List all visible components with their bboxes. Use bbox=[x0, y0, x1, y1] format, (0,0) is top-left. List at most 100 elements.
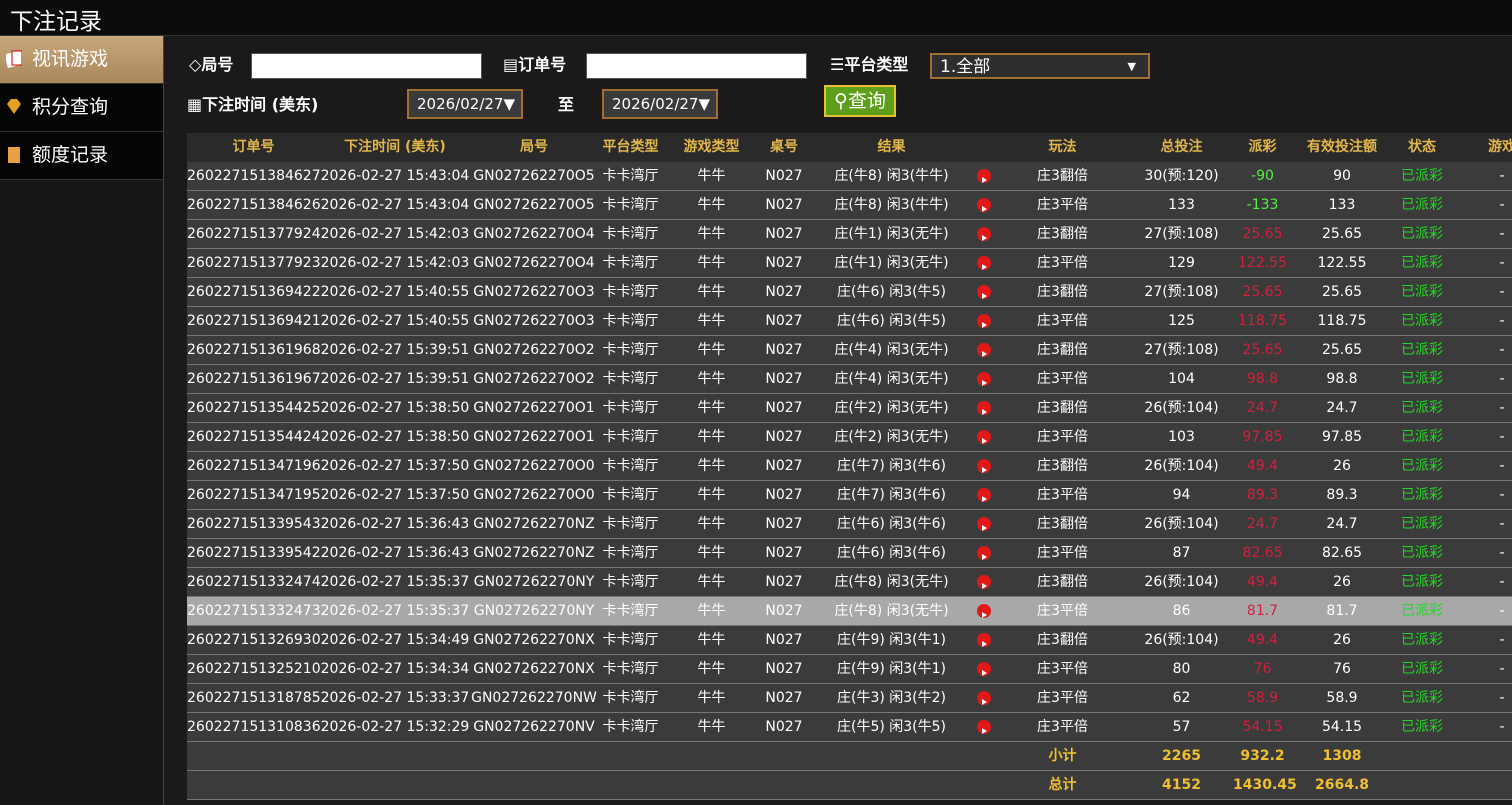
nav-label: 积分查询 bbox=[32, 96, 109, 118]
cell: 58.9 bbox=[1246, 690, 1279, 706]
cell: GN027262270NV bbox=[473, 719, 595, 735]
cell: 已派彩 bbox=[1401, 429, 1443, 445]
cell: 260227151310836 bbox=[187, 719, 321, 735]
table-row: 260227151332473 2026-02-27 15:35:37 GN0272… bbox=[187, 597, 1512, 626]
platform-select[interactable]: 1.全部 ▼ bbox=[930, 53, 1150, 79]
cell: 260227151339543 bbox=[187, 516, 321, 532]
cell: 庄3平倍 bbox=[1037, 603, 1088, 619]
cell: 133 bbox=[1328, 197, 1356, 213]
play-icon bbox=[977, 633, 991, 647]
cell: 庄3翻倍 bbox=[1037, 168, 1088, 184]
cell: 牛牛 bbox=[697, 632, 726, 648]
cell: - bbox=[1499, 371, 1505, 387]
cell: GN027262270NX bbox=[473, 661, 595, 677]
table-row: 260227151347196 2026-02-27 15:37:50 GN0272… bbox=[187, 452, 1512, 481]
cell: 卡卡湾厅 bbox=[602, 342, 659, 358]
play-glyph bbox=[982, 264, 987, 270]
column-header: 订单号 bbox=[232, 139, 275, 155]
cell: 卡卡湾厅 bbox=[602, 313, 659, 329]
cell: 牛牛 bbox=[697, 226, 726, 242]
table-row: 260227151339542 2026-02-27 15:36:43 GN0272… bbox=[187, 539, 1512, 568]
cell: 牛牛 bbox=[697, 371, 726, 387]
cell: 牛牛 bbox=[697, 487, 726, 503]
label: ☰平台类型 bbox=[830, 55, 909, 74]
cell: - bbox=[1499, 342, 1505, 358]
cell: 牛牛 bbox=[697, 690, 726, 706]
table-row: 260227151347195 2026-02-27 15:37:50 GN0272… bbox=[187, 481, 1512, 510]
cell: 260227151384627 bbox=[187, 168, 321, 184]
cell: 牛牛 bbox=[697, 313, 726, 329]
play-icon bbox=[977, 517, 991, 531]
cell: 260227151354424 bbox=[187, 429, 321, 445]
column-header: 游戏类型 bbox=[683, 139, 740, 155]
summary-cell: 932.2 bbox=[1240, 748, 1285, 764]
nav-item[interactable]: 额度记录 bbox=[0, 132, 163, 180]
cell: 2026-02-27 15:34:49 bbox=[320, 632, 470, 648]
cell: 庄(牛3) 闲3(牛2) bbox=[836, 690, 947, 706]
cell: 庄(牛1) 闲3(无牛) bbox=[834, 226, 949, 242]
cell: N027 bbox=[765, 400, 803, 416]
cell: N027 bbox=[765, 284, 803, 300]
cell: 76 bbox=[1333, 661, 1351, 677]
summary-cell: 总计 bbox=[1048, 777, 1077, 793]
cell: - bbox=[1499, 516, 1505, 532]
date-to[interactable]: 2026/02/27▼ bbox=[602, 89, 718, 119]
cell: 26(预:104) bbox=[1144, 574, 1219, 590]
search-button[interactable]: ⚲查询 bbox=[824, 85, 896, 117]
cell: 98.8 bbox=[1326, 371, 1358, 387]
date-text: 2026/02/27 bbox=[417, 95, 504, 113]
cell: 90 bbox=[1333, 168, 1351, 184]
cell: 已派彩 bbox=[1401, 690, 1443, 706]
play-glyph bbox=[982, 583, 987, 589]
date-from[interactable]: 2026/02/27▼ bbox=[407, 89, 523, 119]
cell: 庄3平倍 bbox=[1037, 545, 1088, 561]
label: 至 bbox=[558, 95, 575, 114]
table-row: 260227151332474 2026-02-27 15:35:37 GN0272… bbox=[187, 568, 1512, 597]
cell: 已派彩 bbox=[1401, 719, 1443, 735]
cell: - bbox=[1499, 284, 1505, 300]
cell: 庄3平倍 bbox=[1037, 661, 1088, 677]
cell: N027 bbox=[765, 255, 803, 271]
column-header: 玩法 bbox=[1048, 139, 1077, 155]
cell: 庄(牛8) 闲3(无牛) bbox=[834, 603, 949, 619]
nav-label: 视讯游戏 bbox=[32, 48, 109, 70]
cell: GN027262270O0 bbox=[473, 458, 595, 474]
order-input[interactable] bbox=[586, 53, 807, 79]
cell: 2026-02-27 15:40:55 bbox=[320, 313, 470, 329]
table-row: 260227151384627 2026-02-27 15:43:04 GN0272… bbox=[187, 162, 1512, 191]
cell: 已派彩 bbox=[1401, 458, 1443, 474]
cell: 49.4 bbox=[1246, 458, 1279, 474]
label-text: 局号 bbox=[201, 55, 234, 74]
play-glyph bbox=[982, 525, 987, 531]
cell: 27(预:108) bbox=[1144, 226, 1219, 242]
column-header: 局号 bbox=[520, 139, 548, 155]
cell: GN027262270NW bbox=[471, 690, 597, 706]
cell: 庄3平倍 bbox=[1037, 255, 1088, 271]
play-glyph bbox=[982, 641, 987, 647]
table-row: 260227151384626 2026-02-27 15:43:04 GN0272… bbox=[187, 191, 1512, 220]
play-icon bbox=[977, 285, 991, 299]
summary-row: 总计 4152 1430.45 2664.8 bbox=[187, 771, 1512, 800]
cell: 80 bbox=[1172, 661, 1191, 677]
column-header: 总投注 bbox=[1160, 139, 1203, 155]
nav-item[interactable]: 积分查询 bbox=[0, 84, 163, 132]
play-icon bbox=[977, 198, 991, 212]
cell: 卡卡湾厅 bbox=[602, 168, 659, 184]
cell: - bbox=[1499, 574, 1505, 590]
cell: - bbox=[1499, 487, 1505, 503]
table-row: 260227151318785 2026-02-27 15:33:37 GN0272… bbox=[187, 684, 1512, 713]
cell: 庄(牛9) 闲3(牛1) bbox=[836, 661, 947, 677]
round-input[interactable] bbox=[251, 53, 482, 79]
nav-item[interactable]: 视讯游戏 bbox=[0, 36, 163, 84]
cell: N027 bbox=[765, 603, 803, 619]
cell: 94 bbox=[1172, 487, 1191, 503]
header: 下注记录 bbox=[0, 0, 1512, 36]
cell: GN027262270O5 bbox=[473, 168, 595, 184]
column-header: 游戏 bbox=[1488, 139, 1512, 155]
cell: 76 bbox=[1253, 661, 1272, 677]
cell: GN027262270NZ bbox=[473, 516, 595, 532]
icon bbox=[8, 147, 20, 163]
play-icon bbox=[977, 459, 991, 473]
cell: 庄3平倍 bbox=[1037, 719, 1088, 735]
summary-cell: 4152 bbox=[1162, 777, 1201, 793]
